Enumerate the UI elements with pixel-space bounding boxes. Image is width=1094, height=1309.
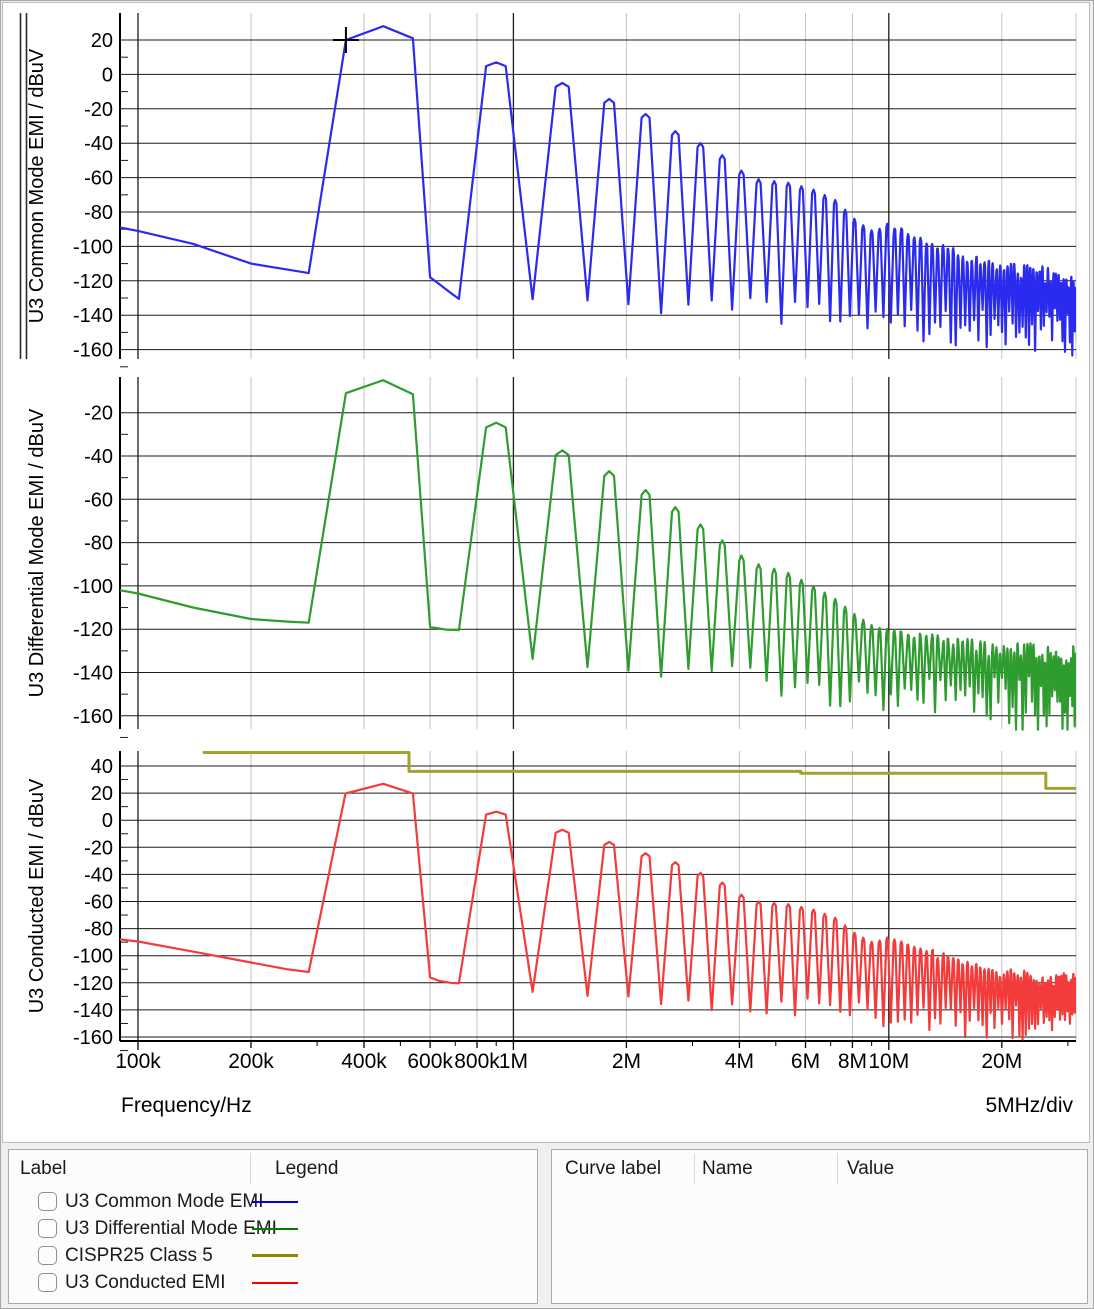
y-tick-label: -140 bbox=[73, 663, 113, 685]
y-tick-label: -120 bbox=[73, 619, 113, 641]
legend-row-conducted: U3 Conducted EMI bbox=[9, 1269, 537, 1296]
y-tick-label: -80 bbox=[84, 202, 113, 224]
x-tick-label: 200k bbox=[228, 1050, 274, 1073]
x-tick-label: 1M bbox=[499, 1050, 528, 1073]
x-tick-label: 6M bbox=[791, 1050, 820, 1073]
y-tick-label: -80 bbox=[84, 919, 113, 941]
readout-column-divider-1 bbox=[694, 1153, 695, 1184]
y-tick-label: -20 bbox=[84, 99, 113, 121]
curve-u3-conducted-emi[interactable] bbox=[120, 782, 1077, 1041]
legend-swatch-u3-differential-mode-emi bbox=[252, 1227, 298, 1230]
y-tick-label: -100 bbox=[73, 576, 113, 598]
y-tick-label: -60 bbox=[84, 892, 113, 914]
x-tick-label: 2M bbox=[612, 1050, 641, 1073]
y-tick-label: -100 bbox=[73, 236, 113, 258]
y-tick-label: -140 bbox=[73, 1000, 113, 1022]
x-axis-title: Frequency/Hz bbox=[121, 1094, 252, 1117]
y-tick-label: -20 bbox=[84, 837, 113, 859]
legend-label-u3-conducted-emi[interactable]: U3 Conducted EMI bbox=[65, 1271, 226, 1293]
y-tick-label: -80 bbox=[84, 533, 113, 555]
x-tick-label: 100k bbox=[115, 1050, 161, 1073]
x-tick-label: 600k bbox=[407, 1050, 453, 1073]
x-tick-label: 800k bbox=[454, 1050, 500, 1073]
legend-label-cispr25-class-5[interactable]: CISPR25 Class 5 bbox=[65, 1244, 213, 1266]
y-tick-label: 40 bbox=[91, 756, 113, 778]
legend-swatch-cispr25-class-5 bbox=[252, 1254, 298, 1257]
legend-row-common-mode: U3 Common Mode EMI bbox=[9, 1188, 537, 1215]
plot-surface: 20 0 -20 -40 -60 -80 -100 -120 -140 -160 U3 Common… bbox=[1, 1, 1094, 1146]
legend-swatch-u3-conducted-emi bbox=[252, 1281, 298, 1284]
readout-column-divider-2 bbox=[837, 1153, 838, 1184]
y-tick-label: 0 bbox=[102, 64, 113, 86]
legend-column-divider bbox=[250, 1153, 251, 1184]
legend-label-u3-differential-mode-emi[interactable]: U3 Differential Mode EMI bbox=[65, 1217, 277, 1239]
x-tick-label: 8M bbox=[838, 1050, 867, 1073]
checkbox-u3-conducted-emi[interactable] bbox=[38, 1273, 57, 1292]
x-tick-label: 4M bbox=[725, 1050, 754, 1073]
y-tick-label: -120 bbox=[73, 973, 113, 995]
y-tick-label: -160 bbox=[73, 706, 113, 728]
legend-swatch-u3-common-mode-emi bbox=[252, 1200, 298, 1203]
legend-panel: Label Legend U3 Common Mode EMI U3 Diffe… bbox=[8, 1149, 538, 1304]
y-axis-title-2: U3 Conducted EMI / dBuV bbox=[26, 778, 48, 1013]
x-axis-scale-label: 5MHz/div bbox=[985, 1094, 1073, 1117]
y-tick-label: -160 bbox=[73, 340, 113, 362]
y-tick-label: -140 bbox=[73, 305, 113, 327]
legend-panel-label-header: Label bbox=[20, 1158, 67, 1179]
legend-panel-legend-header: Legend bbox=[275, 1158, 339, 1179]
legend-label-u3-common-mode-emi[interactable]: U3 Common Mode EMI bbox=[65, 1190, 264, 1212]
checkbox-cispr25-class-5[interactable] bbox=[38, 1246, 57, 1265]
readout-curve-label-header: Curve label bbox=[565, 1158, 662, 1179]
x-tick-label: 20M bbox=[981, 1050, 1022, 1073]
y-tick-label: 0 bbox=[102, 810, 113, 832]
readout-value-header: Value bbox=[847, 1158, 895, 1179]
checkbox-u3-common-mode-emi[interactable] bbox=[38, 1192, 57, 1211]
y-tick-label: -40 bbox=[84, 133, 113, 155]
curve-cispr25-class-5[interactable] bbox=[202, 751, 1076, 790]
y-tick-label: -120 bbox=[73, 271, 113, 293]
measurement-cursor[interactable] bbox=[332, 27, 359, 53]
y-tick-label: -20 bbox=[84, 403, 113, 425]
plot-grid-0: 20 0 -20 -40 -60 -80 -100 -120 -140 -160 U3 Common… bbox=[19, 13, 1077, 368]
curve-u3-common-mode-emi[interactable] bbox=[120, 25, 1077, 357]
x-tick-label: 400k bbox=[341, 1050, 387, 1073]
cursor-readout-panel: Curve label Name Value bbox=[551, 1149, 1088, 1304]
legend-row-differential-mode: U3 Differential Mode EMI bbox=[9, 1215, 537, 1242]
curve-u3-differential-mode-emi[interactable] bbox=[120, 379, 1077, 732]
y-tick-label: -100 bbox=[73, 946, 113, 968]
x-tick-label: 10M bbox=[868, 1050, 909, 1073]
y-axis-title-0: U3 Common Mode EMI / dBuV bbox=[26, 48, 48, 323]
y-axis-title-1: U3 Differential Mode EMI / dBuV bbox=[26, 408, 48, 697]
y-tick-label: -60 bbox=[84, 489, 113, 511]
checkbox-u3-differential-mode-emi[interactable] bbox=[38, 1219, 57, 1238]
legend-row-cispr25: CISPR25 Class 5 bbox=[9, 1242, 537, 1269]
x-axis: 100k 200k 400k 600k 800k 1M 2M 4M 6M 8M 10M 20M Freq… bbox=[115, 1040, 1076, 1117]
y-tick-label: -160 bbox=[73, 1027, 113, 1049]
readout-name-header: Name bbox=[702, 1158, 753, 1179]
y-tick-label: 20 bbox=[91, 30, 113, 52]
y-tick-label: -40 bbox=[84, 864, 113, 886]
y-tick-label: -40 bbox=[84, 446, 113, 468]
y-tick-label: 20 bbox=[91, 783, 113, 805]
y-tick-label: -60 bbox=[84, 168, 113, 190]
emi-plots-canvas[interactable]: 20 0 -20 -40 -60 -80 -100 -120 -140 -160 U3 Common… bbox=[1, 1, 1094, 1146]
